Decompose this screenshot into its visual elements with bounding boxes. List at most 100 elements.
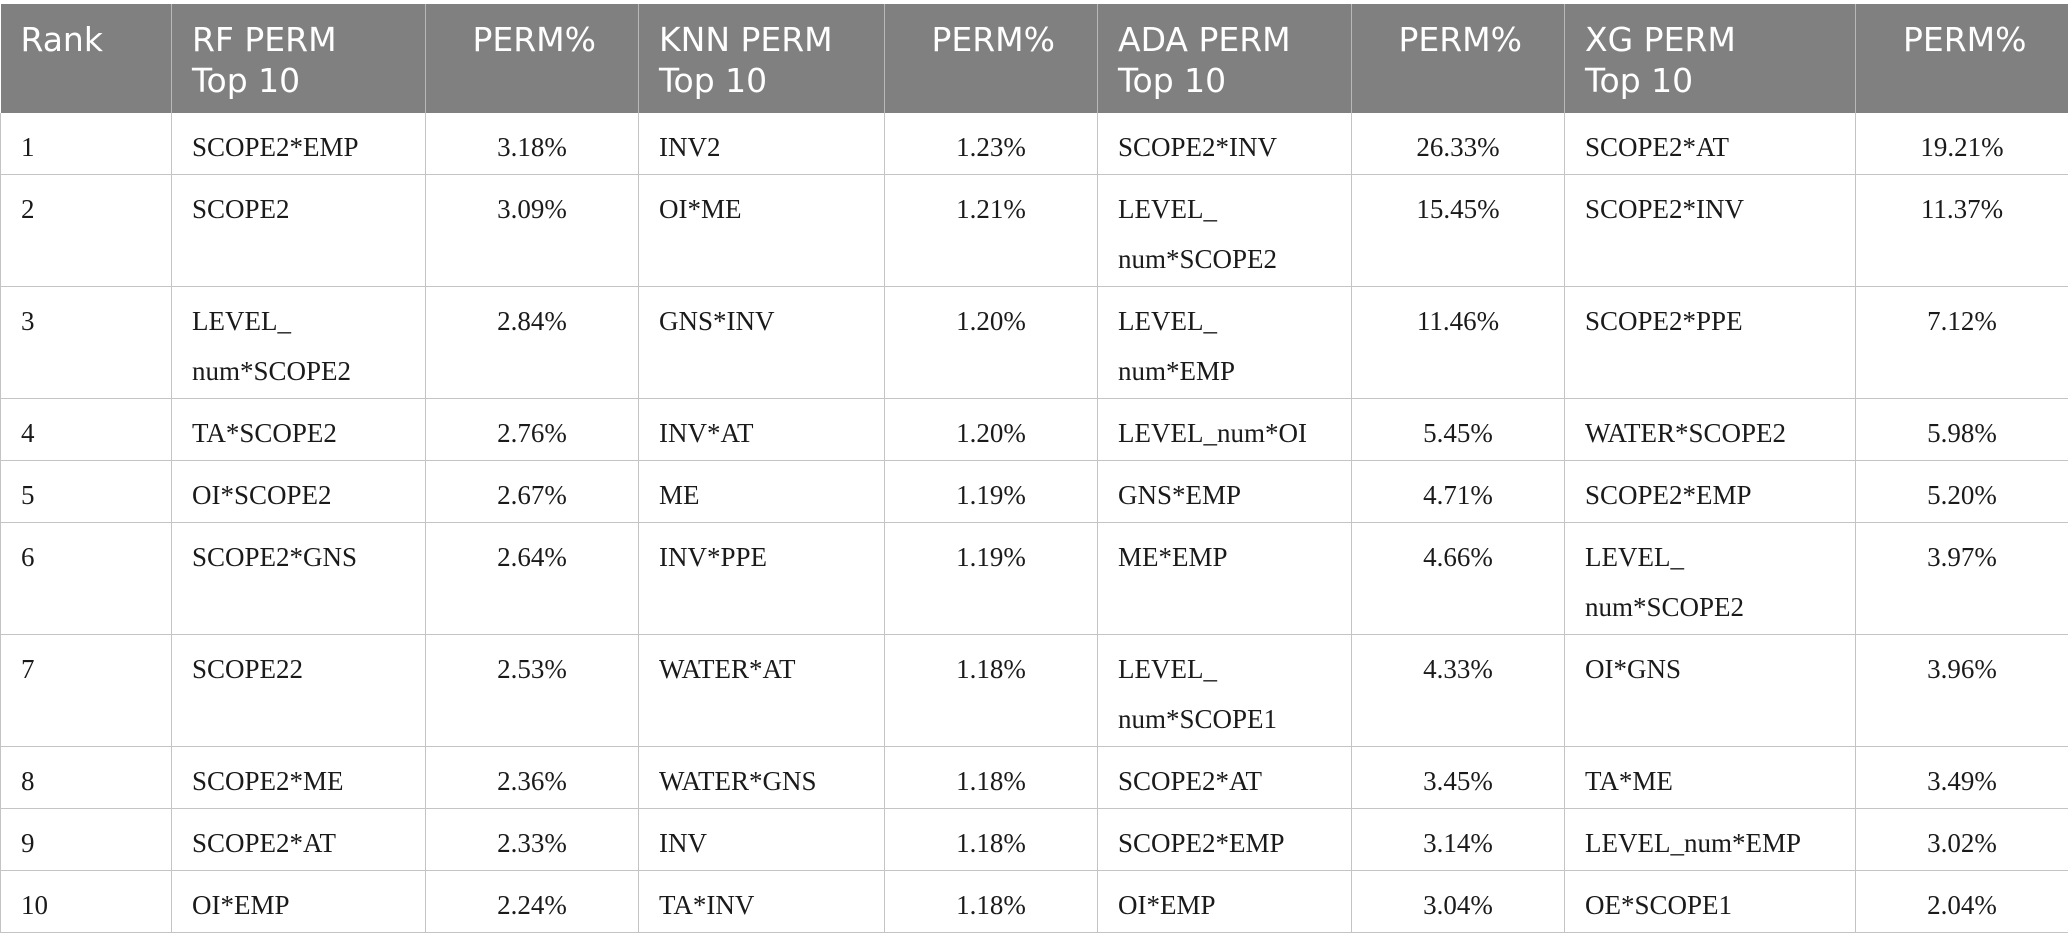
xg-feature-cell: SCOPE2*AT bbox=[1564, 113, 1856, 175]
knn-pct-cell: 1.18% bbox=[884, 808, 1098, 871]
rf-feature-cell: LEVEL_ num*SCOPE2 bbox=[171, 286, 426, 399]
rf-pct-cell: 2.36% bbox=[425, 746, 639, 809]
rf-feature-cell: SCOPE2*ME bbox=[171, 746, 426, 809]
ada-pct-cell: 11.46% bbox=[1351, 286, 1565, 399]
rf-feature-cell: OI*EMP bbox=[171, 870, 426, 933]
rank-cell: 1 bbox=[0, 113, 172, 175]
rf-pct-cell: 2.67% bbox=[425, 460, 639, 523]
rank-cell: 10 bbox=[0, 870, 172, 933]
knn-pct-cell: 1.19% bbox=[884, 522, 1098, 635]
ada-pct-cell: 4.33% bbox=[1351, 634, 1565, 747]
xg-pct-cell: 7.12% bbox=[1855, 286, 2068, 399]
xg-feature-cell: OE*SCOPE1 bbox=[1564, 870, 1856, 933]
knn-pct-cell: 1.18% bbox=[884, 634, 1098, 747]
table-row: 9 SCOPE2*AT 2.33% INV 1.18% SCOPE2*EMP 3… bbox=[0, 808, 2068, 871]
table-row: 3 LEVEL_ num*SCOPE2 2.84% GNS*INV 1.20% L… bbox=[0, 286, 2068, 399]
ada-feature-cell: GNS*EMP bbox=[1097, 460, 1352, 523]
ada-pct-cell: 26.33% bbox=[1351, 113, 1565, 175]
rank-cell: 2 bbox=[0, 174, 172, 287]
xg-feature-cell: OI*GNS bbox=[1564, 634, 1856, 747]
ada-pct-cell: 15.45% bbox=[1351, 174, 1565, 287]
ada-pct-cell: 5.45% bbox=[1351, 398, 1565, 461]
xg-pct-cell: 2.04% bbox=[1855, 870, 2068, 933]
rf-feature-cell: SCOPE2*AT bbox=[171, 808, 426, 871]
knn-pct-cell: 1.19% bbox=[884, 460, 1098, 523]
table-row: 10 OI*EMP 2.24% TA*INV 1.18% OI*EMP 3.04… bbox=[0, 870, 2068, 933]
header-xg-perm: XG PERM Top 10 bbox=[1564, 4, 1856, 113]
rf-pct-cell: 2.84% bbox=[425, 286, 639, 399]
header-rf-perm-pct: PERM% bbox=[425, 4, 639, 113]
rf-feature-cell: SCOPE2*GNS bbox=[171, 522, 426, 635]
xg-pct-cell: 3.49% bbox=[1855, 746, 2068, 809]
xg-feature-cell: TA*ME bbox=[1564, 746, 1856, 809]
ada-pct-cell: 3.14% bbox=[1351, 808, 1565, 871]
xg-feature-cell: WATER*SCOPE2 bbox=[1564, 398, 1856, 461]
knn-pct-cell: 1.18% bbox=[884, 746, 1098, 809]
header-row: Rank RF PERM Top 10 PERM% KNN PERM Top 10 … bbox=[0, 4, 2068, 113]
header-knn-perm-pct: PERM% bbox=[884, 4, 1098, 113]
header-rf-perm: RF PERM Top 10 bbox=[171, 4, 426, 113]
rf-feature-cell: OI*SCOPE2 bbox=[171, 460, 426, 523]
rf-pct-cell: 2.76% bbox=[425, 398, 639, 461]
xg-feature-cell: LEVEL_ num*SCOPE2 bbox=[1564, 522, 1856, 635]
rf-feature-cell: SCOPE2*EMP bbox=[171, 113, 426, 175]
ada-pct-cell: 3.04% bbox=[1351, 870, 1565, 933]
xg-pct-cell: 5.20% bbox=[1855, 460, 2068, 523]
rf-pct-cell: 2.24% bbox=[425, 870, 639, 933]
ada-feature-cell: ME*EMP bbox=[1097, 522, 1352, 635]
knn-pct-cell: 1.20% bbox=[884, 398, 1098, 461]
xg-feature-cell: SCOPE2*PPE bbox=[1564, 286, 1856, 399]
table-row: 5 OI*SCOPE2 2.67% ME 1.19% GNS*EMP 4.71%… bbox=[0, 460, 2068, 523]
rf-feature-cell: TA*SCOPE2 bbox=[171, 398, 426, 461]
knn-feature-cell: OI*ME bbox=[638, 174, 885, 287]
xg-pct-cell: 3.97% bbox=[1855, 522, 2068, 635]
knn-feature-cell: INV bbox=[638, 808, 885, 871]
table-row: 2 SCOPE2 3.09% OI*ME 1.21% LEVEL_ num*SCO… bbox=[0, 174, 2068, 287]
ada-feature-cell: SCOPE2*AT bbox=[1097, 746, 1352, 809]
table-row: 8 SCOPE2*ME 2.36% WATER*GNS 1.18% SCOPE2… bbox=[0, 746, 2068, 809]
ada-feature-cell: LEVEL_ num*SCOPE2 bbox=[1097, 174, 1352, 287]
xg-pct-cell: 11.37% bbox=[1855, 174, 2068, 287]
ada-feature-cell: LEVEL_ num*EMP bbox=[1097, 286, 1352, 399]
rank-cell: 9 bbox=[0, 808, 172, 871]
ada-feature-cell: SCOPE2*EMP bbox=[1097, 808, 1352, 871]
ada-feature-cell: LEVEL_num*OI bbox=[1097, 398, 1352, 461]
permutation-importance-table: Rank RF PERM Top 10 PERM% KNN PERM Top 10 … bbox=[0, 4, 2068, 933]
knn-feature-cell: TA*INV bbox=[638, 870, 885, 933]
knn-pct-cell: 1.21% bbox=[884, 174, 1098, 287]
ada-feature-cell: SCOPE2*INV bbox=[1097, 113, 1352, 175]
rank-cell: 7 bbox=[0, 634, 172, 747]
table-row: 7 SCOPE22 2.53% WATER*AT 1.18% LEVEL_ num… bbox=[0, 634, 2068, 747]
rank-cell: 5 bbox=[0, 460, 172, 523]
table-row: 6 SCOPE2*GNS 2.64% INV*PPE 1.19% ME*EMP … bbox=[0, 522, 2068, 635]
knn-pct-cell: 1.20% bbox=[884, 286, 1098, 399]
header-xg-perm-pct: PERM% bbox=[1855, 4, 2068, 113]
rank-cell: 4 bbox=[0, 398, 172, 461]
rf-pct-cell: 2.64% bbox=[425, 522, 639, 635]
rf-pct-cell: 2.33% bbox=[425, 808, 639, 871]
header-knn-perm: KNN PERM Top 10 bbox=[638, 4, 885, 113]
knn-feature-cell: WATER*AT bbox=[638, 634, 885, 747]
knn-pct-cell: 1.23% bbox=[884, 113, 1098, 175]
knn-feature-cell: INV*AT bbox=[638, 398, 885, 461]
xg-pct-cell: 5.98% bbox=[1855, 398, 2068, 461]
ada-feature-cell: LEVEL_ num*SCOPE1 bbox=[1097, 634, 1352, 747]
xg-feature-cell: SCOPE2*INV bbox=[1564, 174, 1856, 287]
ada-pct-cell: 4.66% bbox=[1351, 522, 1565, 635]
rf-pct-cell: 3.09% bbox=[425, 174, 639, 287]
rank-cell: 6 bbox=[0, 522, 172, 635]
rf-feature-cell: SCOPE2 bbox=[171, 174, 426, 287]
knn-feature-cell: WATER*GNS bbox=[638, 746, 885, 809]
header-ada-perm-pct: PERM% bbox=[1351, 4, 1565, 113]
ada-pct-cell: 4.71% bbox=[1351, 460, 1565, 523]
knn-pct-cell: 1.18% bbox=[884, 870, 1098, 933]
header-ada-perm: ADA PERM Top 10 bbox=[1097, 4, 1352, 113]
rf-pct-cell: 3.18% bbox=[425, 113, 639, 175]
knn-feature-cell: INV*PPE bbox=[638, 522, 885, 635]
table-row: 1 SCOPE2*EMP 3.18% INV2 1.23% SCOPE2*INV… bbox=[0, 113, 2068, 175]
permutation-importance-table-container: Rank RF PERM Top 10 PERM% KNN PERM Top 10 … bbox=[0, 4, 2068, 933]
ada-feature-cell: OI*EMP bbox=[1097, 870, 1352, 933]
table-row: 4 TA*SCOPE2 2.76% INV*AT 1.20% LEVEL_num… bbox=[0, 398, 2068, 461]
xg-feature-cell: LEVEL_num*EMP bbox=[1564, 808, 1856, 871]
rank-cell: 3 bbox=[0, 286, 172, 399]
